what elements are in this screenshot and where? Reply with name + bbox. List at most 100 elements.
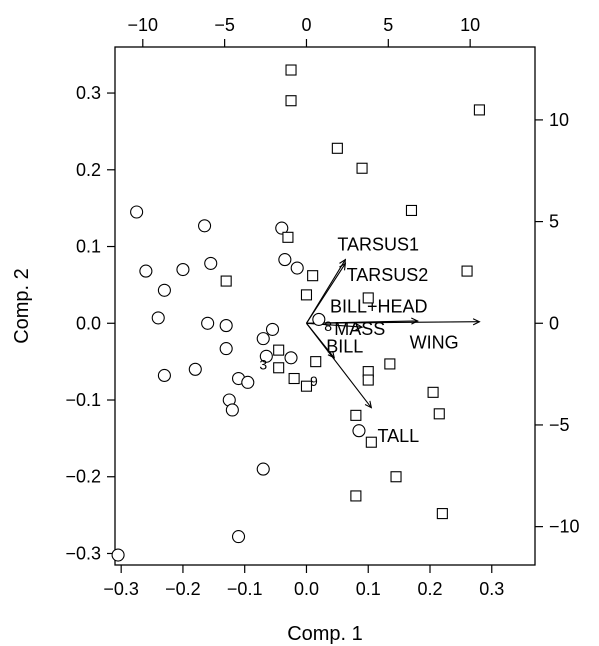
point-number-labels: 3 9 8 [259,318,332,389]
circle-point [225,403,239,417]
circle-point [157,368,171,383]
point-number: 3 [259,356,267,372]
square-point [273,344,285,356]
bottom-axis: −0.3 −0.2 −0.1 0.0 0.1 0.2 0.3 [103,565,504,599]
vector-label: WING [410,333,459,353]
point-number: 8 [324,318,332,334]
x-tick-label: −0.2 [165,579,201,599]
y-tick-label: 0.0 [76,313,101,333]
circle-point [219,342,233,356]
square-point [282,231,294,243]
vector-wing [306,321,480,324]
square-point [285,95,297,107]
left-axis: −0.3 −0.2 −0.1 0.0 0.1 0.2 0.3 [65,83,115,563]
y-tick-label: 0.1 [76,237,101,257]
square-point [220,275,232,287]
square-point [300,380,313,392]
y-tick-label: 0.2 [76,160,101,180]
y-tick-label: −0.2 [65,467,101,487]
right-tick-label: −10 [549,517,580,537]
vector-label: BILL+HEAD [330,297,428,317]
vector-label: TARSUS1 [337,234,419,254]
circle-point [139,264,153,278]
square-point [362,374,374,386]
circle-point [157,283,171,297]
square-point [362,292,374,304]
right-tick-label: −5 [549,415,570,435]
square-point [350,409,362,421]
square-point [433,408,445,420]
circle-point [256,462,270,476]
square-point [365,436,377,448]
top-tick-label: −10 [128,15,159,35]
circle-point [176,262,190,277]
circle-point [198,219,212,233]
x-axis-title: Comp. 1 [287,623,363,645]
right-tick-label: 10 [549,110,569,130]
circle-point [284,351,298,365]
x-tick-label: 0.1 [356,579,381,599]
square-point [356,162,368,174]
top-axis: −10 −5 0 5 10 [128,15,480,47]
vector-label: BILL [326,336,363,356]
right-axis: 10 5 0 −5 −10 [535,110,580,537]
square-point [436,508,448,520]
vector-tall [306,322,372,409]
vector-tarsus2 [306,263,346,324]
square-point [300,289,313,301]
circle-point [312,312,326,326]
circle-point [204,256,218,270]
y-tick-label: 0.3 [76,83,101,103]
circle-point [201,316,215,330]
vector-label: TARSUS2 [347,265,429,285]
x-tick-label: −0.1 [227,579,263,599]
vector-arrowhead [364,400,373,409]
plot-frame [114,46,536,566]
circle-point [151,311,165,325]
vector-arrowhead [411,317,419,325]
square-point [307,270,319,282]
data-points [111,64,485,562]
vector-arrowhead [472,318,481,326]
circle-point [259,349,273,363]
square-point [461,265,473,277]
circle-point [241,375,255,389]
circle-point [130,205,144,219]
square-point [390,471,402,483]
square-point [384,358,396,370]
circle-point [256,332,270,346]
x-tick-label: 0.2 [417,579,442,599]
vector-arrowhead [327,350,336,359]
vector-arrowhead [339,262,347,271]
square-point [285,64,297,76]
square-point [310,356,322,368]
x-tick-label: 0.3 [479,579,504,599]
square-point [405,204,418,217]
vector-arrowhead [355,323,364,331]
square-point [273,362,285,374]
top-tick-label: −5 [214,15,235,35]
circle-point [290,261,304,275]
square-point [331,142,343,154]
point-number: 9 [310,373,318,389]
circle-point [111,548,125,562]
square-point [288,372,300,385]
circle-point [278,253,292,267]
x-tick-label: −0.3 [103,579,139,599]
y-tick-label: −0.3 [65,543,101,563]
circle-point [352,424,366,438]
square-point [350,490,362,502]
x-tick-label: 0.0 [294,579,319,599]
circle-point [265,322,280,336]
vector-label: MASS [334,319,385,339]
right-tick-label: 5 [549,212,559,232]
square-point [473,104,485,116]
y-tick-label: −0.1 [65,390,101,410]
circle-point [275,221,289,235]
square-point [427,386,439,398]
top-tick-label: 10 [460,15,480,35]
circle-point [219,319,233,333]
circle-point [231,530,246,544]
